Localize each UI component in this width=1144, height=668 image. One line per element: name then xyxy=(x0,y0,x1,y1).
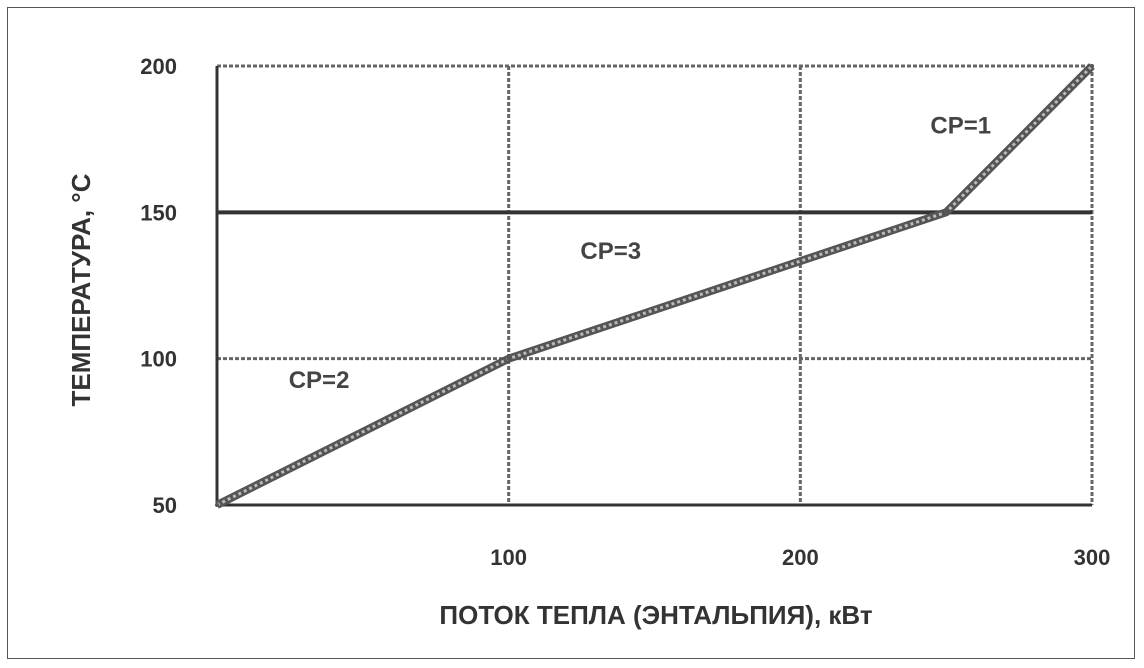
axes xyxy=(215,66,1092,507)
annotation-0: CP=2 xyxy=(289,367,350,394)
series-point-0-0 xyxy=(215,503,219,507)
series-line-highlight-0 xyxy=(216,64,1094,507)
series-point-0-3 xyxy=(1090,64,1094,68)
series-point-0-2 xyxy=(944,210,949,215)
x-axis-label: ПОТОК ТЕПЛА (ЭНТАЛЬПИЯ), кВт xyxy=(439,600,872,630)
series-point-0-1 xyxy=(506,356,511,361)
x-tick-label-1: 200 xyxy=(782,545,819,570)
chart-frame xyxy=(7,7,1135,659)
x-tick-label-0: 100 xyxy=(490,545,527,570)
annotation-1: CP=3 xyxy=(580,238,641,265)
y-tick-label-0: 50 xyxy=(153,493,177,518)
y-tick-label-3: 200 xyxy=(140,54,177,79)
series-layer xyxy=(215,63,1095,509)
x-tick-label-2: 300 xyxy=(1074,545,1111,570)
tick-labels: 50 100 150 200 100 200 300 xyxy=(140,54,1110,570)
annotation-2: CP=1 xyxy=(930,112,991,139)
annotations: CP=2 CP=3 CP=1 xyxy=(289,112,991,394)
y-tick-label-1: 100 xyxy=(140,347,177,372)
y-axis-label: ТЕМПЕРАТУРА, °С xyxy=(66,173,96,406)
y-tick-label-2: 150 xyxy=(140,200,177,225)
